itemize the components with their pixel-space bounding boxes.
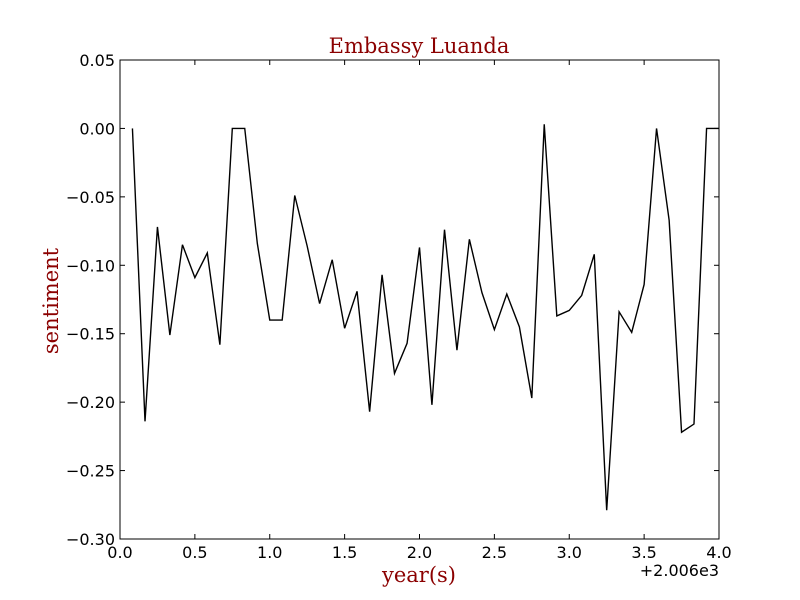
x-tick-label: 2.5 <box>482 543 507 562</box>
y-axis-label: sentiment <box>39 247 63 354</box>
x-tick-label: 0.5 <box>182 543 207 562</box>
y-tick-label: −0.30 <box>66 530 115 549</box>
y-tick-label: −0.15 <box>66 325 115 344</box>
x-tick-label: 4.0 <box>706 543 731 562</box>
y-tick-label: −0.20 <box>66 393 115 412</box>
x-tick-label: 3.5 <box>631 543 656 562</box>
y-tick-label: 0.05 <box>79 51 115 70</box>
y-tick-label: −0.05 <box>66 188 115 207</box>
chart-title: Embassy Luanda <box>329 34 510 58</box>
x-axis-label: year(s) <box>381 563 456 587</box>
x-tick-label: 1.0 <box>257 543 282 562</box>
y-tick-label: 0.00 <box>79 119 115 138</box>
plot-area: 0.0 0.5 1.0 1.5 2.0 2.5 3.0 3.5 4.0 0.05 0.00 −0.05… <box>66 51 732 562</box>
y-tick-label: −0.10 <box>66 256 115 275</box>
x-tick-label: 0.0 <box>107 543 132 562</box>
x-tick-label: 1.5 <box>332 543 357 562</box>
x-tick-label: 2.0 <box>407 543 432 562</box>
series-line-0 <box>131 124 719 511</box>
x-axis-offset-label: +2.006e3 <box>640 561 719 580</box>
y-tick-label: −0.25 <box>66 462 115 481</box>
x-tick-label: 3.0 <box>557 543 582 562</box>
